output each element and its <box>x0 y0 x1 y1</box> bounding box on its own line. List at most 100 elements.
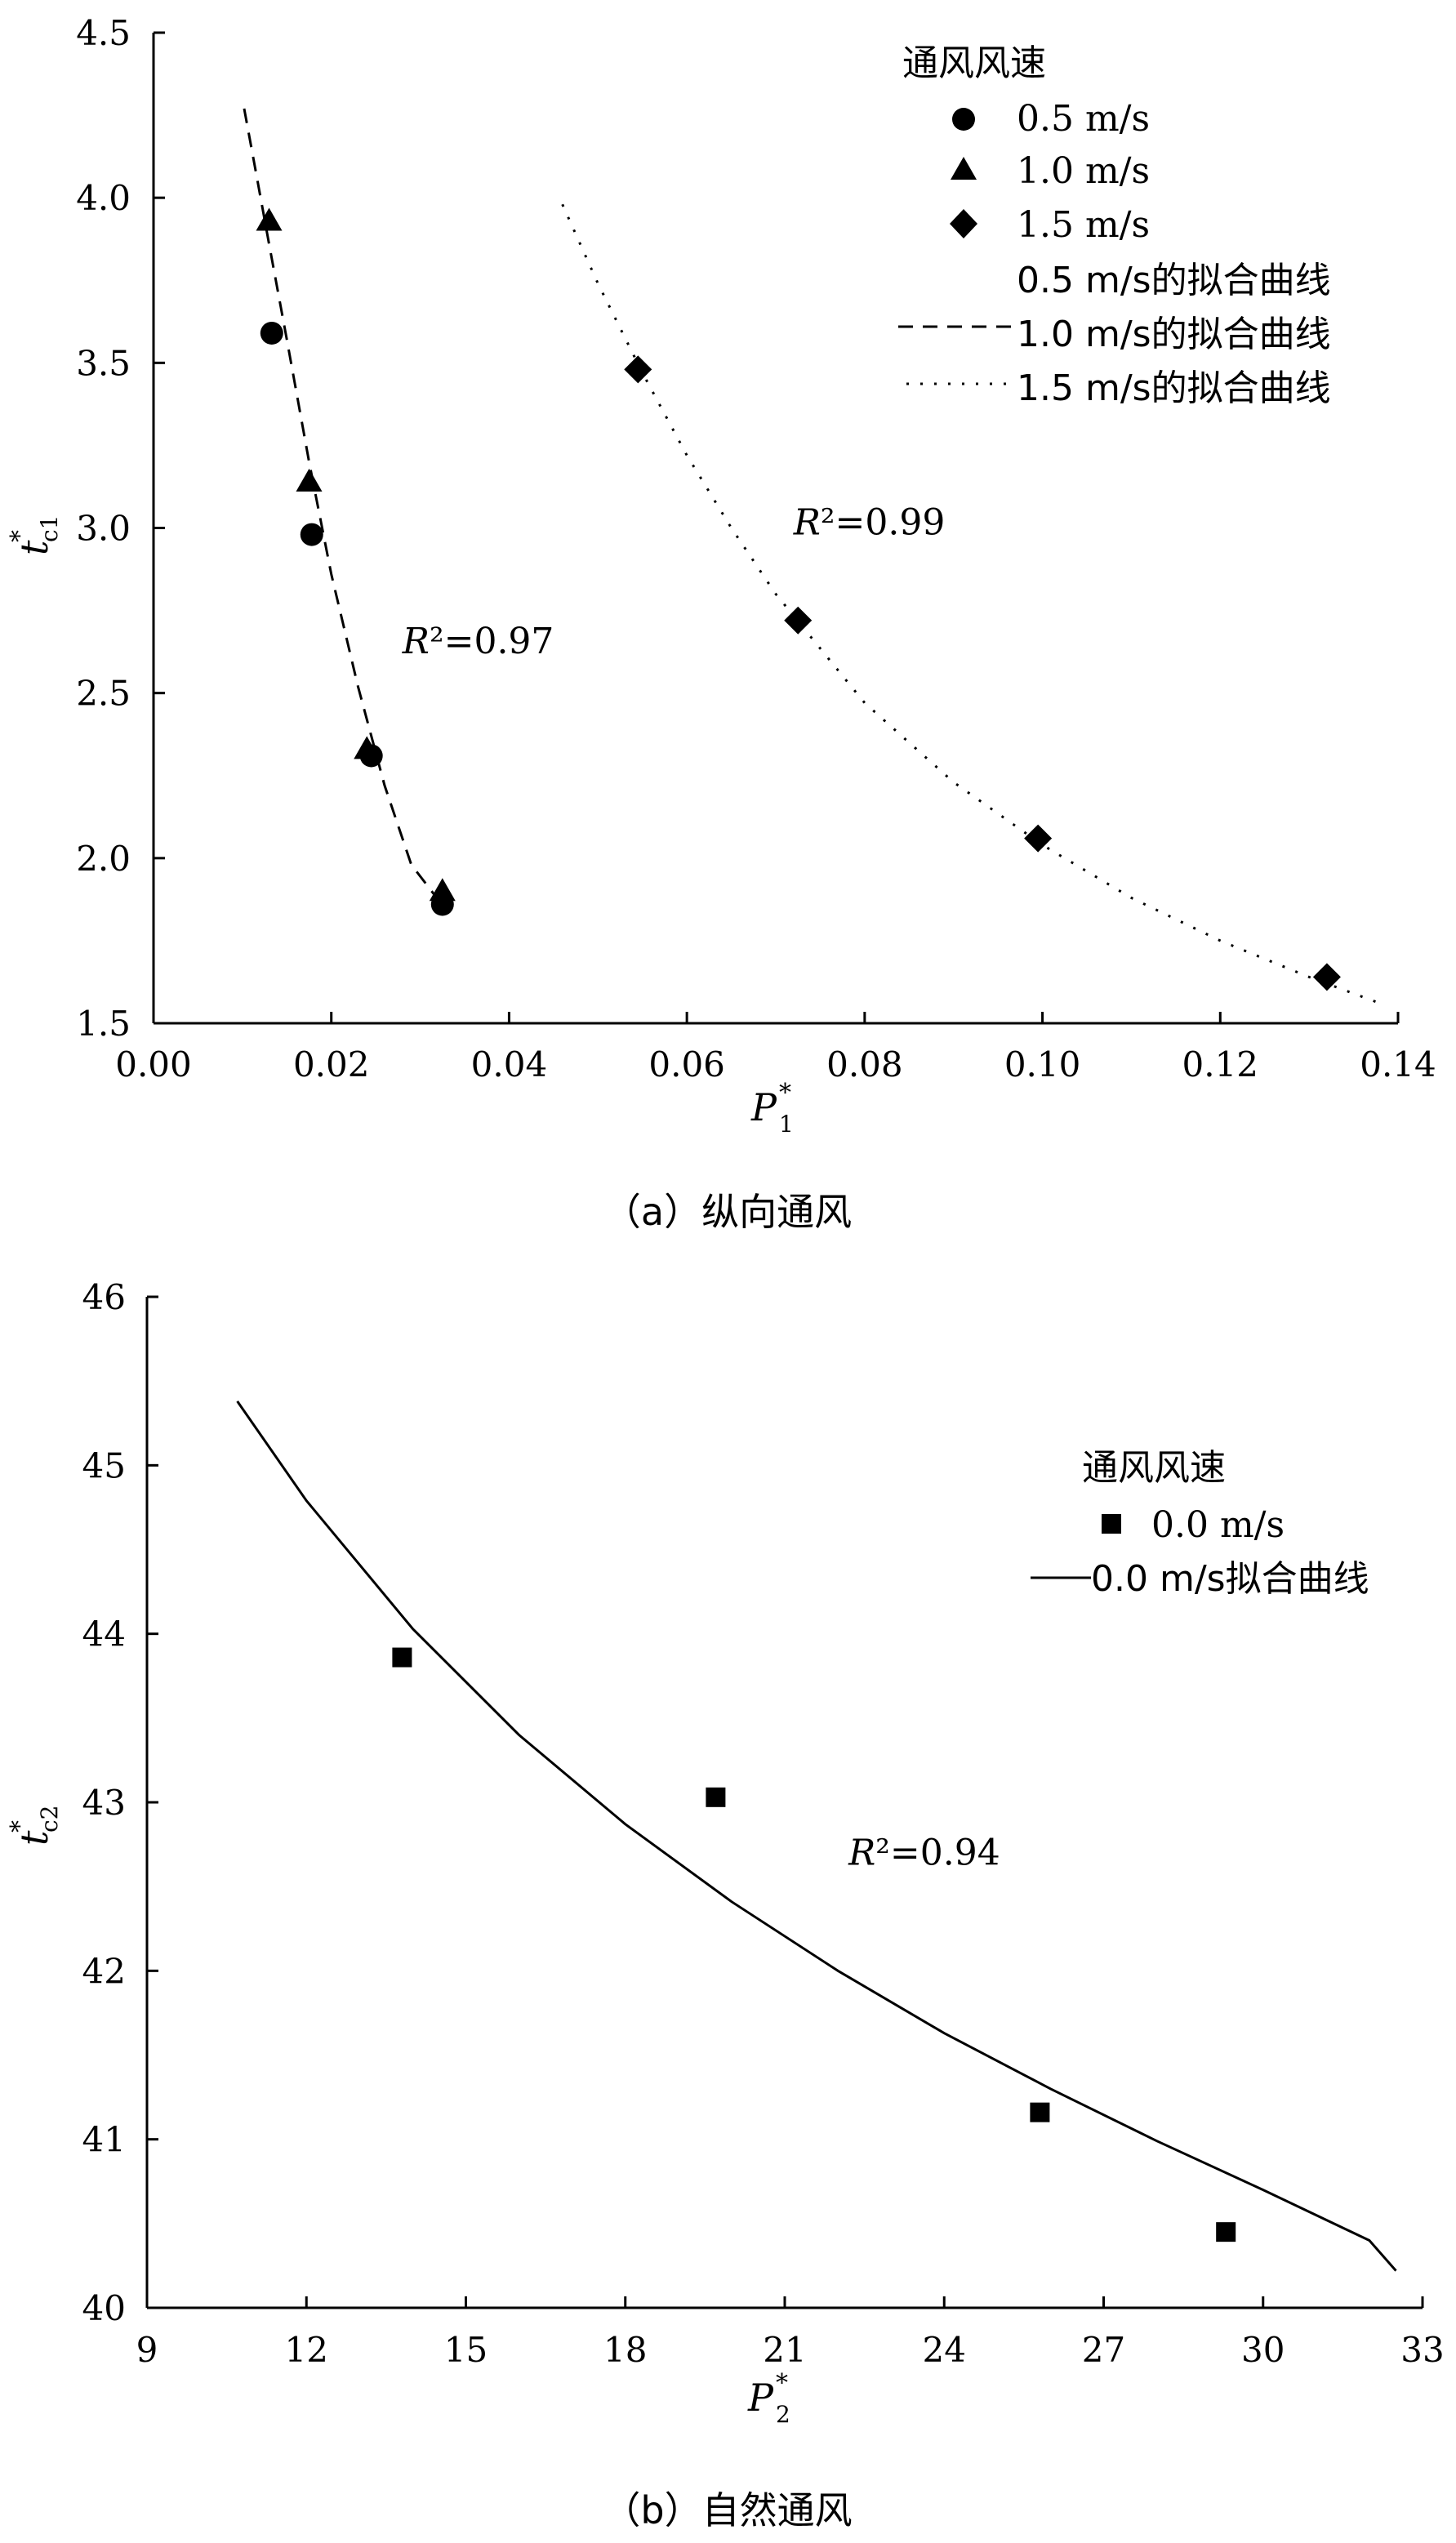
y-tick-label: 4.5 <box>76 13 131 53</box>
data-point-triangle <box>296 468 323 492</box>
legend-label-0-5: 0.5 m/s <box>1017 98 1150 140</box>
legend-item-1-0: 1.0 m/s <box>951 150 1150 192</box>
chart-a-axes <box>152 33 1398 1025</box>
data-point-circle <box>260 321 283 345</box>
y-tick-label: 42 <box>82 1951 126 1991</box>
chart-a-y-ticks: 1.5 2.0 2.5 3.0 3.5 4.0 4.5 <box>76 13 165 1044</box>
x-tick-label: 0.02 <box>293 1044 370 1084</box>
data-point-diamond <box>784 606 813 635</box>
legend-label-fit-1-0: 1.0 m/s的拟合曲线 <box>1017 314 1331 355</box>
legend-label-1-0: 1.0 m/s <box>1017 150 1150 192</box>
x-tick-label: 18 <box>603 2330 647 2370</box>
legend-marker-circle <box>952 108 975 131</box>
chart-b-y-label: t <box>12 1830 56 1846</box>
chart-b-fit-curves <box>236 1401 1397 2272</box>
legend-label-0-0: 0.0 m/s <box>1151 1504 1285 1546</box>
chart-a-caption: （a）纵向通风 <box>603 1190 852 1234</box>
chart-a-points <box>256 207 1341 991</box>
x-tick-label: 15 <box>444 2330 488 2370</box>
r-squared-annotation: R²=0.94 <box>848 1832 1000 1873</box>
y-tick-label: 4.0 <box>76 178 131 218</box>
y-tick-label: 43 <box>82 1783 126 1823</box>
chart-a-x-label: P <box>750 1085 777 1129</box>
chart-b-legend: 通风风速 0.0 m/s 0.0 m/s拟合曲线 <box>1031 1447 1369 1600</box>
x-tick-label: 0.12 <box>1182 1044 1259 1084</box>
chart-b: 9 12 15 18 21 24 27 30 33 40 41 42 43 44 45 46 R²=0.94… <box>6 1277 1445 2532</box>
data-point-square <box>706 1787 726 1807</box>
r-squared-annotation: R²=0.99 <box>793 502 946 544</box>
x-tick-label: 0.10 <box>1004 1044 1081 1084</box>
x-tick-label: 33 <box>1400 2330 1444 2370</box>
chart-a-x-label-sup: * <box>779 1079 791 1107</box>
x-tick-label: 21 <box>763 2330 806 2370</box>
data-point-diamond <box>1024 824 1053 853</box>
legend-marker-square <box>1102 1514 1121 1534</box>
x-tick-label: 0.08 <box>826 1044 903 1084</box>
y-tick-label: 3.5 <box>76 343 131 383</box>
y-tick-label: 46 <box>82 1277 126 1317</box>
y-tick-label: 40 <box>82 2288 126 2328</box>
legend-label-fit-1-5: 1.5 m/s的拟合曲线 <box>1017 367 1331 409</box>
chart-a-y-label-sup: * <box>6 530 34 542</box>
data-point-circle <box>300 523 323 546</box>
legend-item-0-0: 0.0 m/s <box>1102 1504 1285 1546</box>
legend-marker-diamond <box>950 209 977 238</box>
legend-label-1-5: 1.5 m/s <box>1017 204 1150 246</box>
fit-curve-dashed <box>243 108 448 912</box>
chart-b-y-label-sup: * <box>6 1820 34 1833</box>
chart-b-x-label-sup: * <box>776 2369 788 2398</box>
chart-a-x-label-sub: 1 <box>779 1111 794 1138</box>
legend-item-fit-1-5: 1.5 m/s的拟合曲线 <box>906 367 1331 409</box>
chart-a-fit-curves <box>243 108 1381 1005</box>
legend-item-fit-0-5: 0.5 m/s的拟合曲线 <box>1017 260 1331 301</box>
chart-b-y-label-sub: c2 <box>36 1806 63 1833</box>
legend-item-1-5: 1.5 m/s <box>950 204 1150 246</box>
chart-a-legend: 通风风速 0.5 m/s 1.0 m/s 1.5 m/s 0.5 m/s的拟合曲… <box>898 42 1331 409</box>
chart-b-annotations: R²=0.94 <box>848 1832 1000 1873</box>
y-tick-label: 44 <box>82 1614 126 1655</box>
x-tick-label: 27 <box>1082 2330 1125 2370</box>
y-tick-label: 41 <box>82 2120 126 2160</box>
data-point-diamond <box>624 355 652 384</box>
data-point-triangle <box>429 878 456 902</box>
x-tick-label: 0.14 <box>1360 1044 1436 1084</box>
x-tick-label: 24 <box>923 2330 966 2370</box>
r-squared-annotation: R²=0.97 <box>402 621 554 662</box>
y-tick-label: 1.5 <box>76 1004 131 1044</box>
chart-a-y-label: t <box>12 540 56 555</box>
chart-b-x-ticks: 9 12 15 18 21 24 27 30 33 <box>136 2296 1445 2370</box>
y-tick-label: 3.0 <box>76 509 131 549</box>
chart-b-y-ticks: 40 41 42 43 44 45 46 <box>82 1277 158 2328</box>
data-point-square <box>392 1647 412 1668</box>
x-tick-label: 30 <box>1241 2330 1285 2370</box>
y-tick-label: 2.5 <box>76 674 131 714</box>
legend-item-fit-0-0: 0.0 m/s拟合曲线 <box>1031 1558 1369 1600</box>
data-point-diamond <box>1312 963 1341 991</box>
x-tick-label: 9 <box>136 2330 158 2370</box>
x-tick-label: 12 <box>285 2330 328 2370</box>
data-point-square <box>1216 2222 1236 2242</box>
chart-a-x-ticks: 0.00 0.02 0.04 0.06 0.08 0.10 0.12 0.14 <box>115 1012 1436 1084</box>
legend-label-fit-0-0: 0.0 m/s拟合曲线 <box>1091 1558 1369 1600</box>
chart-a-legend-title: 通风风速 <box>902 42 1046 84</box>
chart-b-caption: （b）自然通风 <box>603 2488 852 2532</box>
y-tick-label: 45 <box>82 1445 126 1485</box>
x-tick-label: 0.00 <box>115 1044 192 1084</box>
chart-b-x-label-sub: 2 <box>776 2401 790 2428</box>
chart-b-legend-title: 通风风速 <box>1082 1447 1226 1489</box>
y-tick-label: 2.0 <box>76 839 131 879</box>
chart-b-axes <box>145 1297 1423 2309</box>
data-point-square <box>1030 2102 1050 2122</box>
legend-item-fit-1-0: 1.0 m/s的拟合曲线 <box>898 314 1331 355</box>
chart-a-y-label-sub: c1 <box>36 515 63 543</box>
legend-label-fit-0-5: 0.5 m/s的拟合曲线 <box>1017 260 1331 301</box>
fit-curve-solid <box>236 1401 1397 2272</box>
legend-marker-triangle <box>951 157 977 180</box>
x-tick-label: 0.04 <box>471 1044 548 1084</box>
data-point-triangle <box>256 207 283 231</box>
data-point-triangle <box>354 736 381 759</box>
chart-a: 0.00 0.02 0.04 0.06 0.08 0.10 0.12 0.14 1.5 2.0 2… <box>6 13 1436 1234</box>
chart-b-points <box>392 1647 1236 2242</box>
chart-b-x-label: P <box>747 2376 774 2420</box>
